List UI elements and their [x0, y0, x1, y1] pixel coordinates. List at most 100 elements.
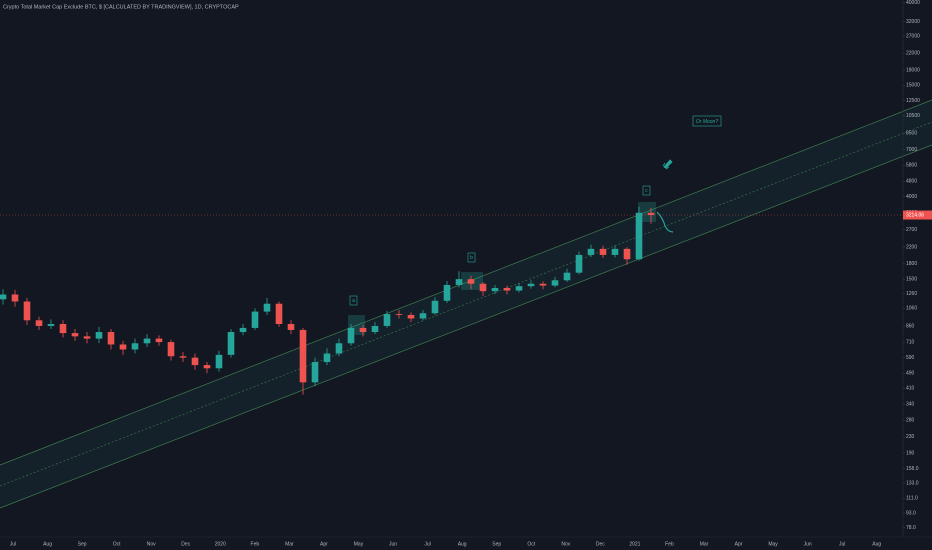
candle-body [227, 332, 235, 355]
y-tick-label: 1500 [906, 276, 917, 282]
candle-body [23, 301, 31, 321]
candle-body [95, 332, 103, 339]
y-tick-label: 1800 [906, 261, 917, 267]
x-tick-label: Sep [492, 541, 501, 547]
y-tick-label: 22000 [906, 51, 920, 57]
candle-body [0, 294, 7, 300]
candle-body [491, 288, 499, 292]
annotation: Or Moon? [696, 119, 718, 125]
x-tick-label: Mar [700, 541, 709, 547]
x-tick-label: Sep [78, 541, 87, 547]
x-tick-label: Jul [10, 541, 16, 547]
x-tick-label: Jun [389, 541, 397, 547]
last-price-label: 3214.06 [906, 212, 924, 218]
y-tick-label: 18000 [906, 67, 920, 73]
y-tick-label: 340 [906, 401, 915, 407]
annotation-box [642, 185, 651, 196]
y-tick-label: 2700 [906, 227, 917, 233]
wave-box [638, 202, 656, 222]
candle-body [443, 284, 451, 301]
candle-body [635, 212, 643, 260]
candle-body [287, 324, 295, 330]
y-tick-label: 4000 [906, 194, 917, 200]
annotation-box [467, 252, 476, 263]
candle-body [551, 280, 559, 286]
y-tick-label: 490 [906, 371, 915, 377]
candle-body [527, 283, 535, 287]
x-tick-label: Aug [872, 541, 881, 547]
candle-body [407, 314, 415, 319]
candle-body [47, 324, 55, 326]
y-tick-label: 93.0 [906, 510, 916, 516]
x-tick-label: Feb [251, 541, 260, 547]
x-tick-label: Apr [735, 541, 743, 547]
annotation: a [352, 298, 355, 304]
candle-body [611, 248, 619, 255]
candle-body [347, 327, 355, 344]
candle-body [371, 325, 379, 333]
candle-body [191, 357, 199, 366]
channel-lower [0, 144, 932, 509]
y-tick-label: 7000 [906, 147, 917, 153]
candle-body [419, 313, 427, 319]
candle-body [263, 303, 271, 312]
y-tick-label: 1060 [906, 306, 917, 312]
candle-body [311, 362, 319, 383]
candle-body [455, 279, 463, 285]
candle-body [155, 338, 163, 343]
last-price-badge [903, 210, 932, 220]
candle-body [563, 272, 571, 281]
channel-mid [0, 121, 932, 487]
candle-body [587, 248, 595, 255]
y-tick-label: 410 [906, 386, 915, 392]
candle-body [515, 286, 523, 291]
x-tick-label: Dec [596, 541, 605, 547]
candle-body [215, 354, 223, 369]
x-tick-label: Aug [43, 541, 52, 547]
x-tick-label: Jul [424, 541, 430, 547]
candle-body [383, 314, 391, 326]
candle-body [83, 336, 91, 339]
candle-body [539, 283, 547, 286]
candle-body [35, 320, 43, 326]
x-tick-label: Oct [113, 541, 121, 547]
y-tick-label: 158.0 [906, 466, 919, 472]
x-tick-label: 2021 [629, 541, 640, 547]
annotation: c [645, 188, 648, 194]
y-tick-label: 280 [906, 418, 915, 424]
candle-body [203, 365, 211, 369]
channel-upper [0, 99, 932, 466]
candle-body [119, 344, 127, 350]
candle-body [503, 288, 511, 291]
candle-body [179, 356, 187, 358]
y-tick-label: 40000 [906, 0, 920, 6]
projection-arrow [656, 211, 674, 233]
candle-body [275, 303, 283, 325]
candle-body [11, 294, 19, 302]
candle-body [479, 283, 487, 292]
x-tick-label: Dec [181, 541, 190, 547]
y-tick-label: 1260 [906, 291, 917, 297]
x-tick-label: Jun [804, 541, 812, 547]
candle-body [323, 353, 331, 363]
y-tick-label: 5800 [906, 163, 917, 169]
x-tick-label: Mar [285, 541, 294, 547]
candle-body [239, 327, 247, 333]
x-tick-label: Nov [147, 541, 156, 547]
annotation: b [470, 255, 473, 261]
y-tick-label: 12500 [906, 98, 920, 104]
candle-body [59, 324, 67, 334]
candle-body [107, 332, 115, 345]
candle-body [647, 212, 655, 216]
x-tick-label: May [768, 541, 778, 547]
y-tick-label: 78.0 [906, 525, 916, 531]
y-tick-label: 190 [906, 450, 915, 456]
x-tick-label: May [354, 541, 364, 547]
candle-body [335, 343, 343, 354]
x-tick-label: Feb [665, 541, 674, 547]
candle-body [395, 314, 403, 315]
y-tick-label: 710 [906, 339, 915, 345]
candle-body [251, 311, 259, 328]
